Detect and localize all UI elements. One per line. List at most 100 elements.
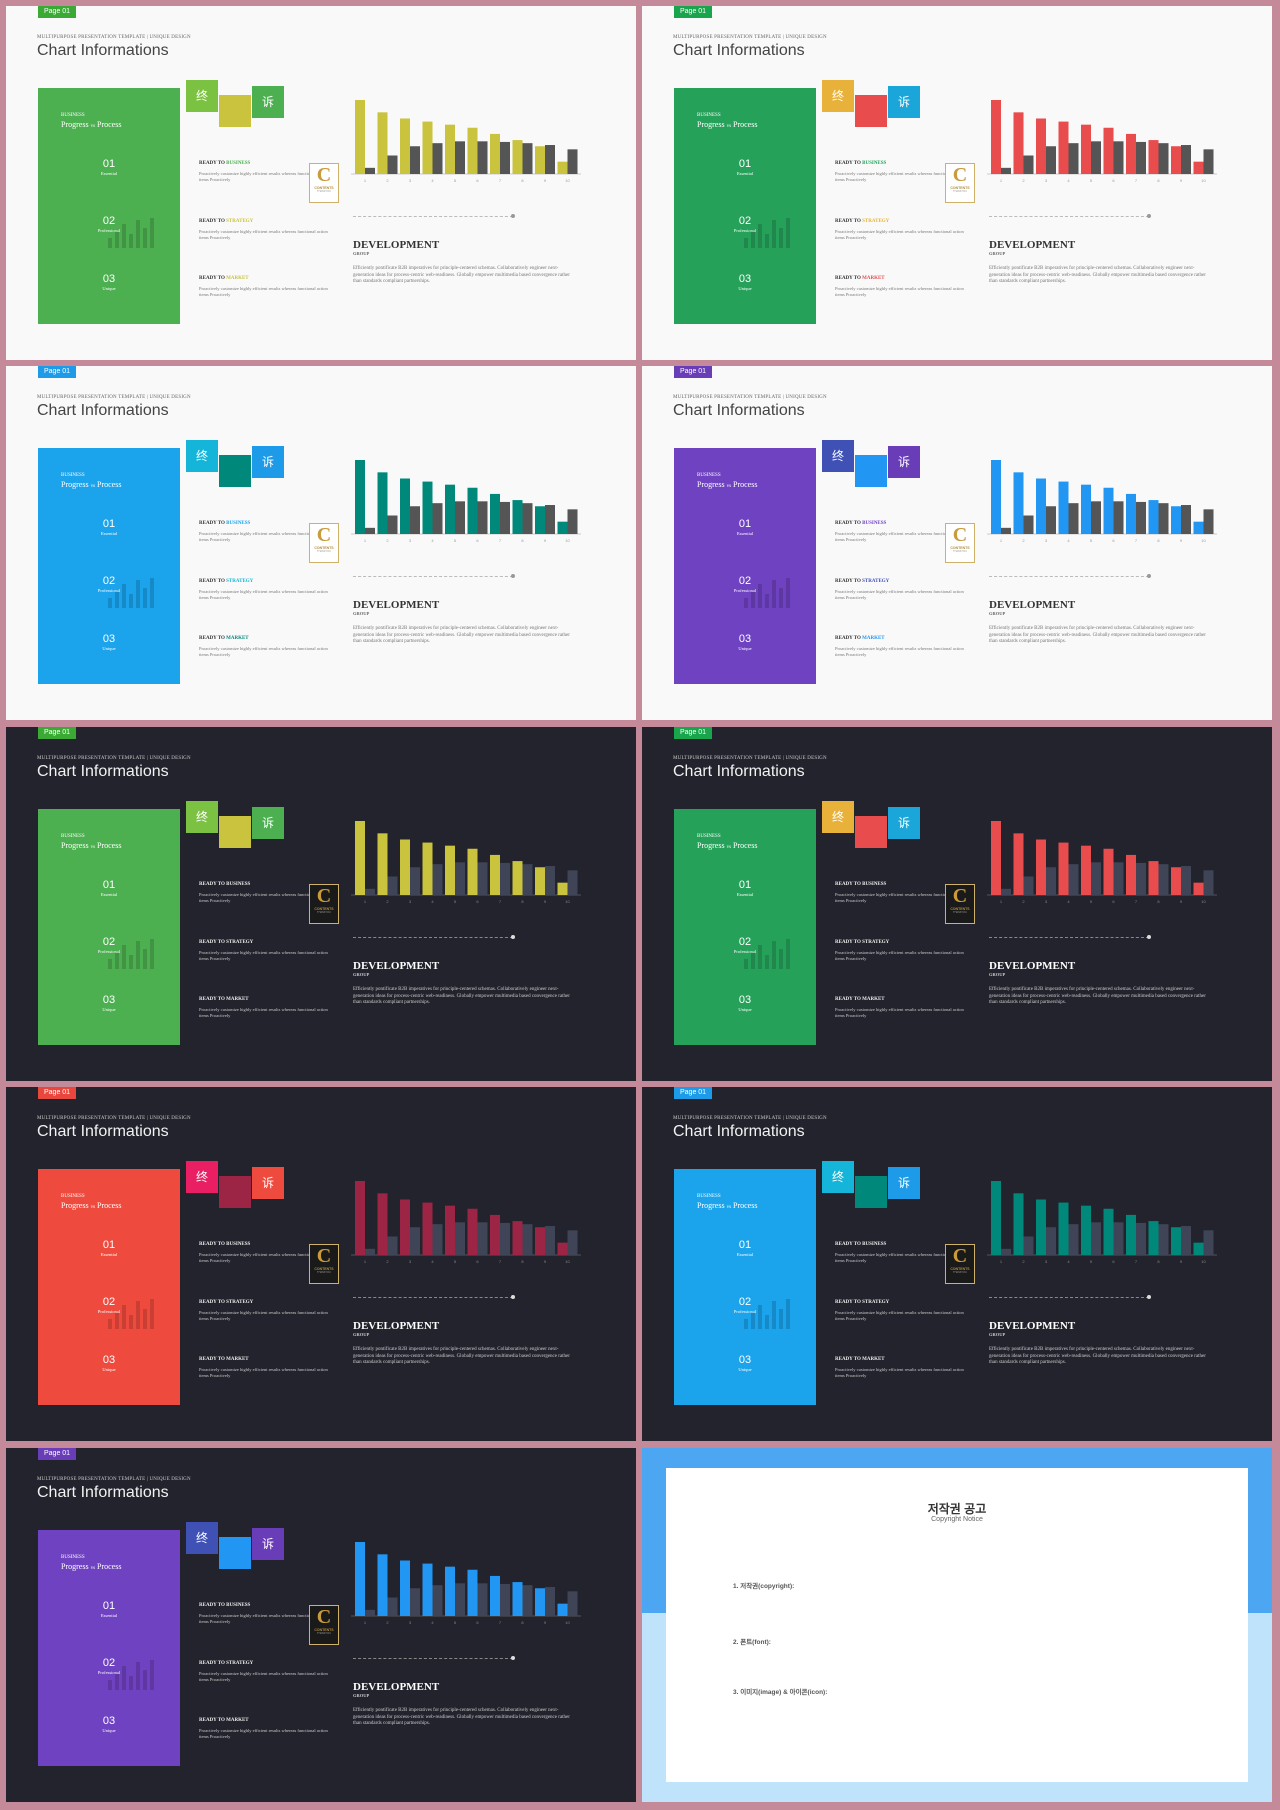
progress-word: Progress [697,480,725,489]
bar-series1-2 [1023,155,1034,174]
panel-deco-bar [136,941,140,969]
color-square-2 [855,816,887,848]
ready-prefix: READY TO [835,219,863,224]
bar-series2-1 [355,1181,365,1255]
logo-text: CONTENTS [314,546,334,550]
x-tick-label: 9 [1180,1259,1183,1263]
bar-series2-10 [557,1242,568,1255]
bar-series2-3 [400,1199,410,1255]
panel-progress-heading: Progress vs Process [697,120,757,129]
bar-series1-8 [522,503,533,534]
slide-8: Page 01 MULTIPURPOSE PRESENTATION TEMPLAT… [642,1087,1272,1441]
process-word: Process [97,1201,122,1210]
x-tick-label: 10 [1201,538,1206,542]
x-tick-label: 2 [386,1259,389,1263]
color-square-2 [219,455,251,487]
x-tick-label: 8 [521,1620,524,1624]
dotted-divider [989,937,1149,938]
step-number: 02 [738,215,752,227]
ready-keyword: BUSINESS [862,521,887,526]
panel-step-3: 03 Unique [38,633,180,651]
color-square-3: 诉 [252,86,284,118]
x-tick-label: 3 [1045,538,1048,542]
progress-word: Progress [697,1201,725,1210]
contents-logo: C CONTENTS THANKYOU [945,523,975,563]
panel-progress-heading: Progress vs Process [697,1201,757,1210]
x-tick-label: 8 [521,538,524,542]
panel-step-2: 02 Professional [38,575,180,593]
panel-deco-bar [115,590,119,608]
color-square-3: 诉 [252,446,284,478]
logo-text: CONTENTS [950,907,970,911]
x-tick-label: 9 [1180,538,1183,542]
x-tick-label: 1 [364,899,367,903]
x-tick-label: 5 [1090,1259,1093,1263]
panel-deco-bar [786,939,790,969]
x-tick-label: 7 [1135,899,1138,903]
bar-series2-3 [400,118,410,174]
color-square-1: 终 [822,80,854,112]
ready-prefix: READY TO [835,161,863,166]
slide-title: Chart Informations [37,1484,169,1501]
page-tag: Page 01 [674,6,713,18]
panel-decoration [744,568,804,608]
bar-series2-10 [1193,161,1204,174]
ready-keyword: STRATEGY [226,1661,254,1666]
x-tick-label: 10 [565,899,570,903]
step-label: Professional [733,228,757,233]
bar-series2-8 [512,500,523,534]
ready-body-3: Proactively customize highly efficient r… [199,646,328,657]
panel-progress-heading: Progress vs Process [61,841,121,850]
step-label: Unique [738,286,752,291]
x-tick-label: 4 [1067,538,1070,542]
bar-series2-4 [1058,842,1069,895]
contents-logo: C CONTENTS THANKYOU [309,1605,339,1645]
bar-series1-8 [522,1224,533,1255]
color-square-2 [219,1537,251,1569]
x-tick-label: 6 [1112,178,1115,182]
color-square-2 [219,95,251,127]
ready-keyword: BUSINESS [226,1603,251,1608]
slide-supertitle: MULTIPURPOSE PRESENTATION TEMPLATE | UNI… [37,756,191,761]
bar-series1-7 [500,141,510,174]
ready-body-3: Proactively customize highly efficient r… [199,286,328,297]
development-body: Efficiently pontificate B2B imperatives … [989,626,1206,644]
bar-series1-10 [567,149,578,174]
bar-series2-9 [535,146,545,174]
panel-step-1: 01 Essential [674,879,816,897]
color-square-1: 终 [186,1522,218,1554]
group-label: GROUP [353,251,370,256]
color-square-1: 终 [822,801,854,833]
ready-prefix: READY TO [199,636,227,641]
x-tick-label: 6 [476,1620,479,1624]
ready-heading-3: READY TO MARKET [199,1718,249,1723]
progress-panel: BUSINESS Progress vs Process 01 Essential 02… [674,448,816,684]
x-tick-label: 2 [386,178,389,182]
bar-series2-5 [445,484,455,534]
bar-series1-4 [432,503,443,534]
ready-body-1: Proactively customize highly efficient r… [199,171,328,182]
x-tick-label: 1 [364,178,367,182]
panel-step-2: 02 Professional [674,575,816,593]
bar-series1-6 [1113,862,1124,895]
vs-word: vs [90,1205,96,1210]
bar-series1-2 [1023,515,1034,534]
divider-dot [1147,574,1151,578]
logo-subtext: THANKYOU [317,1632,331,1635]
bar-series2-8 [512,140,523,174]
step-number: 02 [102,215,116,227]
contents-logo: C CONTENTS THANKYOU [309,523,339,563]
x-tick-label: 4 [431,1259,434,1263]
ready-body-2: Proactively customize highly efficient r… [835,1310,964,1321]
ready-heading-2: READY TO STRATEGY [835,1300,889,1305]
x-tick-label: 5 [454,899,457,903]
x-tick-label: 8 [521,899,524,903]
bar-series1-7 [1136,501,1146,534]
group-label: GROUP [989,972,1006,977]
ready-body-1: Proactively customize highly efficient r… [835,892,964,903]
slide-title: Chart Informations [37,1123,169,1140]
bar-series1-2 [387,876,398,895]
panel-deco-bar [758,224,762,248]
ready-prefix: READY TO [199,579,227,584]
panel-business-label: BUSINESS [61,1194,85,1199]
